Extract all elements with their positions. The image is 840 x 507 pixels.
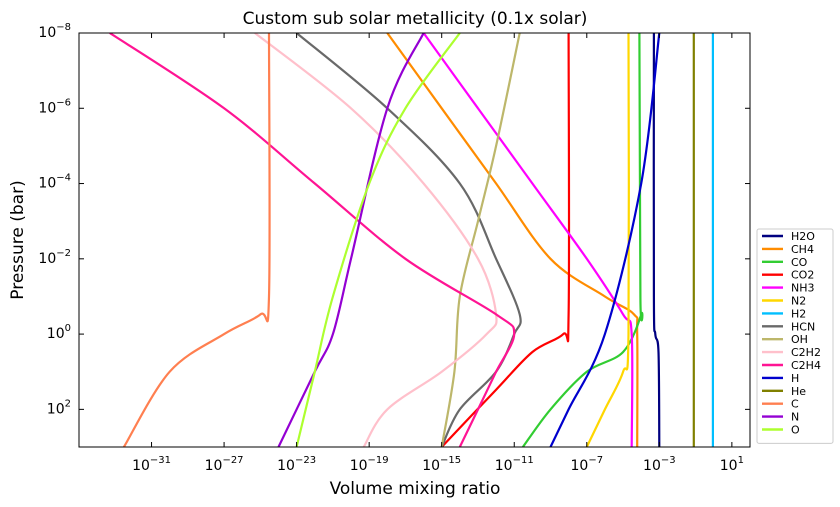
y-tick-label: 102 [47, 398, 71, 417]
series-line-co [522, 33, 644, 447]
legend-label: NH3 [791, 282, 815, 295]
y-axis-label: Pressure (bar) [8, 180, 28, 299]
legend-label: C2H4 [791, 359, 821, 372]
x-tick-label: 10−3 [643, 455, 676, 474]
legend-label: N [791, 411, 799, 424]
legend-label: He [791, 385, 806, 398]
x-tick-label: 10−7 [570, 455, 603, 474]
legend-label: H2O [791, 230, 815, 243]
series-line-c2h4 [109, 33, 516, 447]
legend-label: H [791, 372, 799, 385]
y-tick-label: 10−8 [38, 22, 71, 41]
legend-label: H2 [791, 307, 806, 320]
series-line-h2o [652, 33, 661, 447]
series-line-ch4 [386, 33, 639, 447]
legend-label: C2H2 [791, 346, 821, 359]
x-tick-label: 10−31 [132, 455, 171, 474]
series-line-h [549, 33, 661, 447]
legend-label: N2 [791, 295, 806, 308]
series-line-co2 [440, 33, 571, 447]
legend-label: CO2 [791, 269, 814, 282]
y-tick-label: 100 [47, 323, 71, 342]
x-tick-label: 10−23 [277, 455, 316, 474]
legend-label: C [791, 398, 799, 411]
x-axis-label: Volume mixing ratio [330, 479, 501, 499]
x-tick-label: 10−19 [350, 455, 389, 474]
series-line-hcn [295, 33, 522, 447]
x-tick-label: 10−27 [205, 455, 244, 474]
y-tick-label: 10−4 [38, 173, 71, 192]
y-tick-label: 10−2 [38, 248, 71, 267]
legend-label: HCN [791, 320, 815, 333]
series-line-c [122, 33, 271, 447]
legend-label: O [791, 424, 800, 437]
plot-frame [78, 32, 751, 448]
series-line-o [295, 33, 461, 447]
x-tick-label: 10−15 [422, 455, 461, 474]
series-line-oh [440, 33, 521, 447]
y-tick-label: 10−6 [38, 97, 71, 116]
legend-label: CO [791, 256, 808, 269]
x-tick-label: 101 [720, 455, 744, 474]
legend-label: CH4 [791, 243, 814, 256]
x-tick-label: 10−11 [495, 455, 534, 474]
legend-label: OH [791, 333, 808, 346]
series-line-n2 [585, 33, 630, 447]
chart-title: Custom sub solar metallicity (0.1x solar… [243, 9, 588, 29]
series-line-n [277, 33, 425, 447]
series-line-nh3 [422, 33, 634, 447]
series-line-c2h2 [254, 33, 498, 447]
